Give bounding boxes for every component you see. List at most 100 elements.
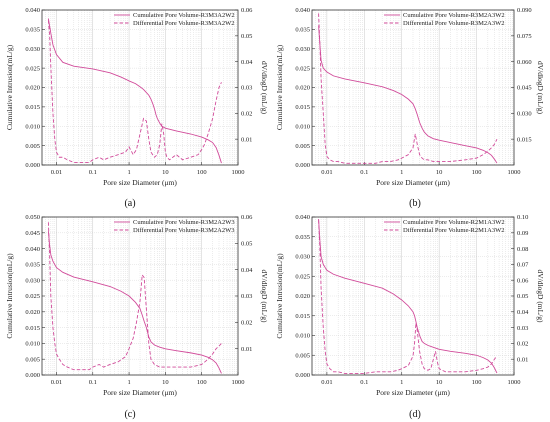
chart-panel-4: 0.000 0.005 0.010 0.015 0.020 0.025 0.030 0.035…	[275, 214, 545, 420]
y2-tick-label: 0.04	[241, 59, 253, 66]
x-tick-label: 0.01	[321, 379, 332, 386]
chart-panel-3: 0.000 0.005 0.010 0.015 0.020 0.025 0.030 0.035…	[5, 214, 269, 420]
x-tick-label: 0.01	[51, 379, 62, 386]
y2-tick-label: 0.060	[517, 59, 532, 66]
y-tick-label: 0.035	[295, 27, 310, 34]
y-tick-label: 0.040	[25, 7, 40, 14]
x-tick-label: 100	[472, 169, 482, 176]
series-line-differential	[318, 220, 498, 374]
x-axis-label: Pore size Diameter (μm)	[376, 388, 450, 397]
y-tick-label: 0.045	[25, 230, 40, 237]
y-tick-label: 0.035	[295, 234, 310, 241]
y-axis-label: Cumulative Intrusion(mL/g)	[275, 44, 284, 130]
legend: Cumulative Pore Volume-R3M2A2W3Different…	[114, 219, 235, 234]
x-tick-label: 0.1	[360, 169, 368, 176]
y-tick-label: 0.030	[25, 277, 40, 284]
y2-tick-label: 0.04	[517, 309, 529, 316]
y-tick-label: 0.035	[25, 27, 40, 34]
y-tick-label: 0.010	[25, 123, 40, 130]
y-tick-label: 0.010	[295, 333, 310, 340]
y-tick-label: 0.005	[25, 356, 40, 363]
y2-tick-label: 0.045	[517, 85, 532, 92]
y-tick-label: 0.000	[25, 162, 40, 169]
y-tick-label: 0.015	[25, 325, 40, 332]
y-tick-label: 0.030	[295, 254, 310, 261]
y-tick-label: 0.020	[25, 309, 40, 316]
y-axis-label: Cumulative Intrusion(mL/g)	[275, 253, 284, 339]
panel-label: (c)	[124, 409, 135, 420]
y2-tick-label: 0.05	[241, 241, 252, 248]
x-tick-label: 100	[197, 379, 207, 386]
y2-tick-label: 0.03	[241, 293, 252, 300]
grid	[312, 9, 514, 166]
y2-axis-label: dV/dlogD (mL/g)	[536, 61, 545, 115]
x-tick-label: 1000	[232, 169, 245, 176]
x-tick-label: 10	[436, 169, 443, 176]
y2-tick-label: 0.04	[241, 267, 253, 274]
y-tick-label: 0.025	[25, 293, 40, 300]
y2-tick-label: 0.03	[517, 325, 528, 332]
x-tick-label: 0.1	[89, 379, 97, 386]
y-tick-label: 0.010	[295, 123, 310, 130]
x-tick-label: 10	[436, 379, 443, 386]
y-tick-label: 0.020	[295, 85, 310, 92]
x-tick-label: 0.1	[360, 379, 368, 386]
x-tick-label: 1000	[508, 169, 521, 176]
x-tick-label: 1000	[508, 379, 521, 386]
panel-label: (b)	[409, 198, 421, 209]
x-axis-label: Pore size Diameter (μm)	[103, 388, 177, 397]
y2-tick-label: 0.05	[241, 33, 252, 40]
y-tick-label: 0.000	[295, 162, 310, 169]
y2-tick-label: 0.07	[517, 262, 529, 269]
y-tick-label: 0.025	[295, 273, 310, 280]
series-line-differential	[47, 20, 222, 163]
y2-tick-label: 0.02	[241, 320, 252, 327]
y2-tick-label: 0.01	[241, 346, 252, 353]
legend-entry: Cumulative Pore Volume-R2M1A3W2	[403, 219, 505, 226]
y-tick-label: 0.015	[295, 104, 310, 111]
y2-tick-label: 0.015	[517, 136, 532, 143]
chart-panel-2: 0.000 0.005 0.010 0.015 0.020 0.025 0.030 0.035…	[275, 7, 545, 209]
x-tick-label: 100	[472, 379, 482, 386]
y2-tick-label: 0.06	[241, 7, 253, 14]
x-axis-label: Pore size Diameter (μm)	[103, 178, 177, 187]
y2-tick-label: 0.030	[517, 111, 532, 118]
x-tick-label: 1	[127, 379, 130, 386]
series-line-differential	[47, 222, 222, 371]
x-tick-label: 0.01	[51, 169, 62, 176]
legend-entry: Differential Pore Volume-R3M2A2W3	[133, 227, 234, 234]
legend-entry: Cumulative Pore Volume-R3M2A3W2	[403, 12, 505, 19]
y2-tick-label: 0.10	[517, 214, 528, 221]
y-tick-label: 0.040	[295, 7, 310, 14]
x-tick-label: 1	[127, 169, 130, 176]
x-tick-label: 0.1	[89, 169, 97, 176]
y-tick-label: 0.005	[295, 352, 310, 359]
y-axis-label: Cumulative Intrusion(mL/g)	[5, 253, 14, 339]
x-axis-label: Pore size Diameter (μm)	[376, 178, 450, 187]
y2-tick-label: 0.075	[517, 33, 532, 40]
y2-tick-label: 0.01	[517, 356, 528, 363]
panel-label: (a)	[124, 198, 135, 209]
x-tick-label: 1000	[232, 379, 245, 386]
y-axis-label: Cumulative Intrusion(mL/g)	[5, 44, 14, 130]
y2-tick-label: 0.06	[241, 214, 253, 221]
y-tick-label: 0.020	[295, 293, 310, 300]
chart-panel-1: 0.000 0.005 0.010 0.015 0.020 0.025 0.030 0.035…	[5, 7, 269, 209]
panel-label: (d)	[409, 409, 421, 420]
x-tick-label: 1	[400, 169, 403, 176]
y2-tick-label: 0.06	[517, 277, 529, 284]
series-line-cumulative	[318, 25, 498, 164]
y-tick-label: 0.050	[25, 214, 40, 221]
legend: Cumulative Pore Volume-R3M2A3W2Different…	[384, 12, 505, 27]
y2-tick-label: 0.02	[241, 111, 252, 118]
y2-axis-label: dV/dlogD (mL/g)	[536, 269, 545, 323]
y-tick-label: 0.010	[25, 341, 40, 348]
y-tick-label: 0.000	[295, 372, 310, 379]
y-tick-label: 0.005	[295, 143, 310, 150]
legend-entry: Cumulative Pore Volume-R3M3A2W2	[133, 12, 235, 19]
y-tick-label: 0.040	[25, 246, 40, 253]
y2-tick-label: 0.02	[517, 341, 528, 348]
y-tick-label: 0.015	[25, 104, 40, 111]
y-tick-label: 0.020	[25, 85, 40, 92]
